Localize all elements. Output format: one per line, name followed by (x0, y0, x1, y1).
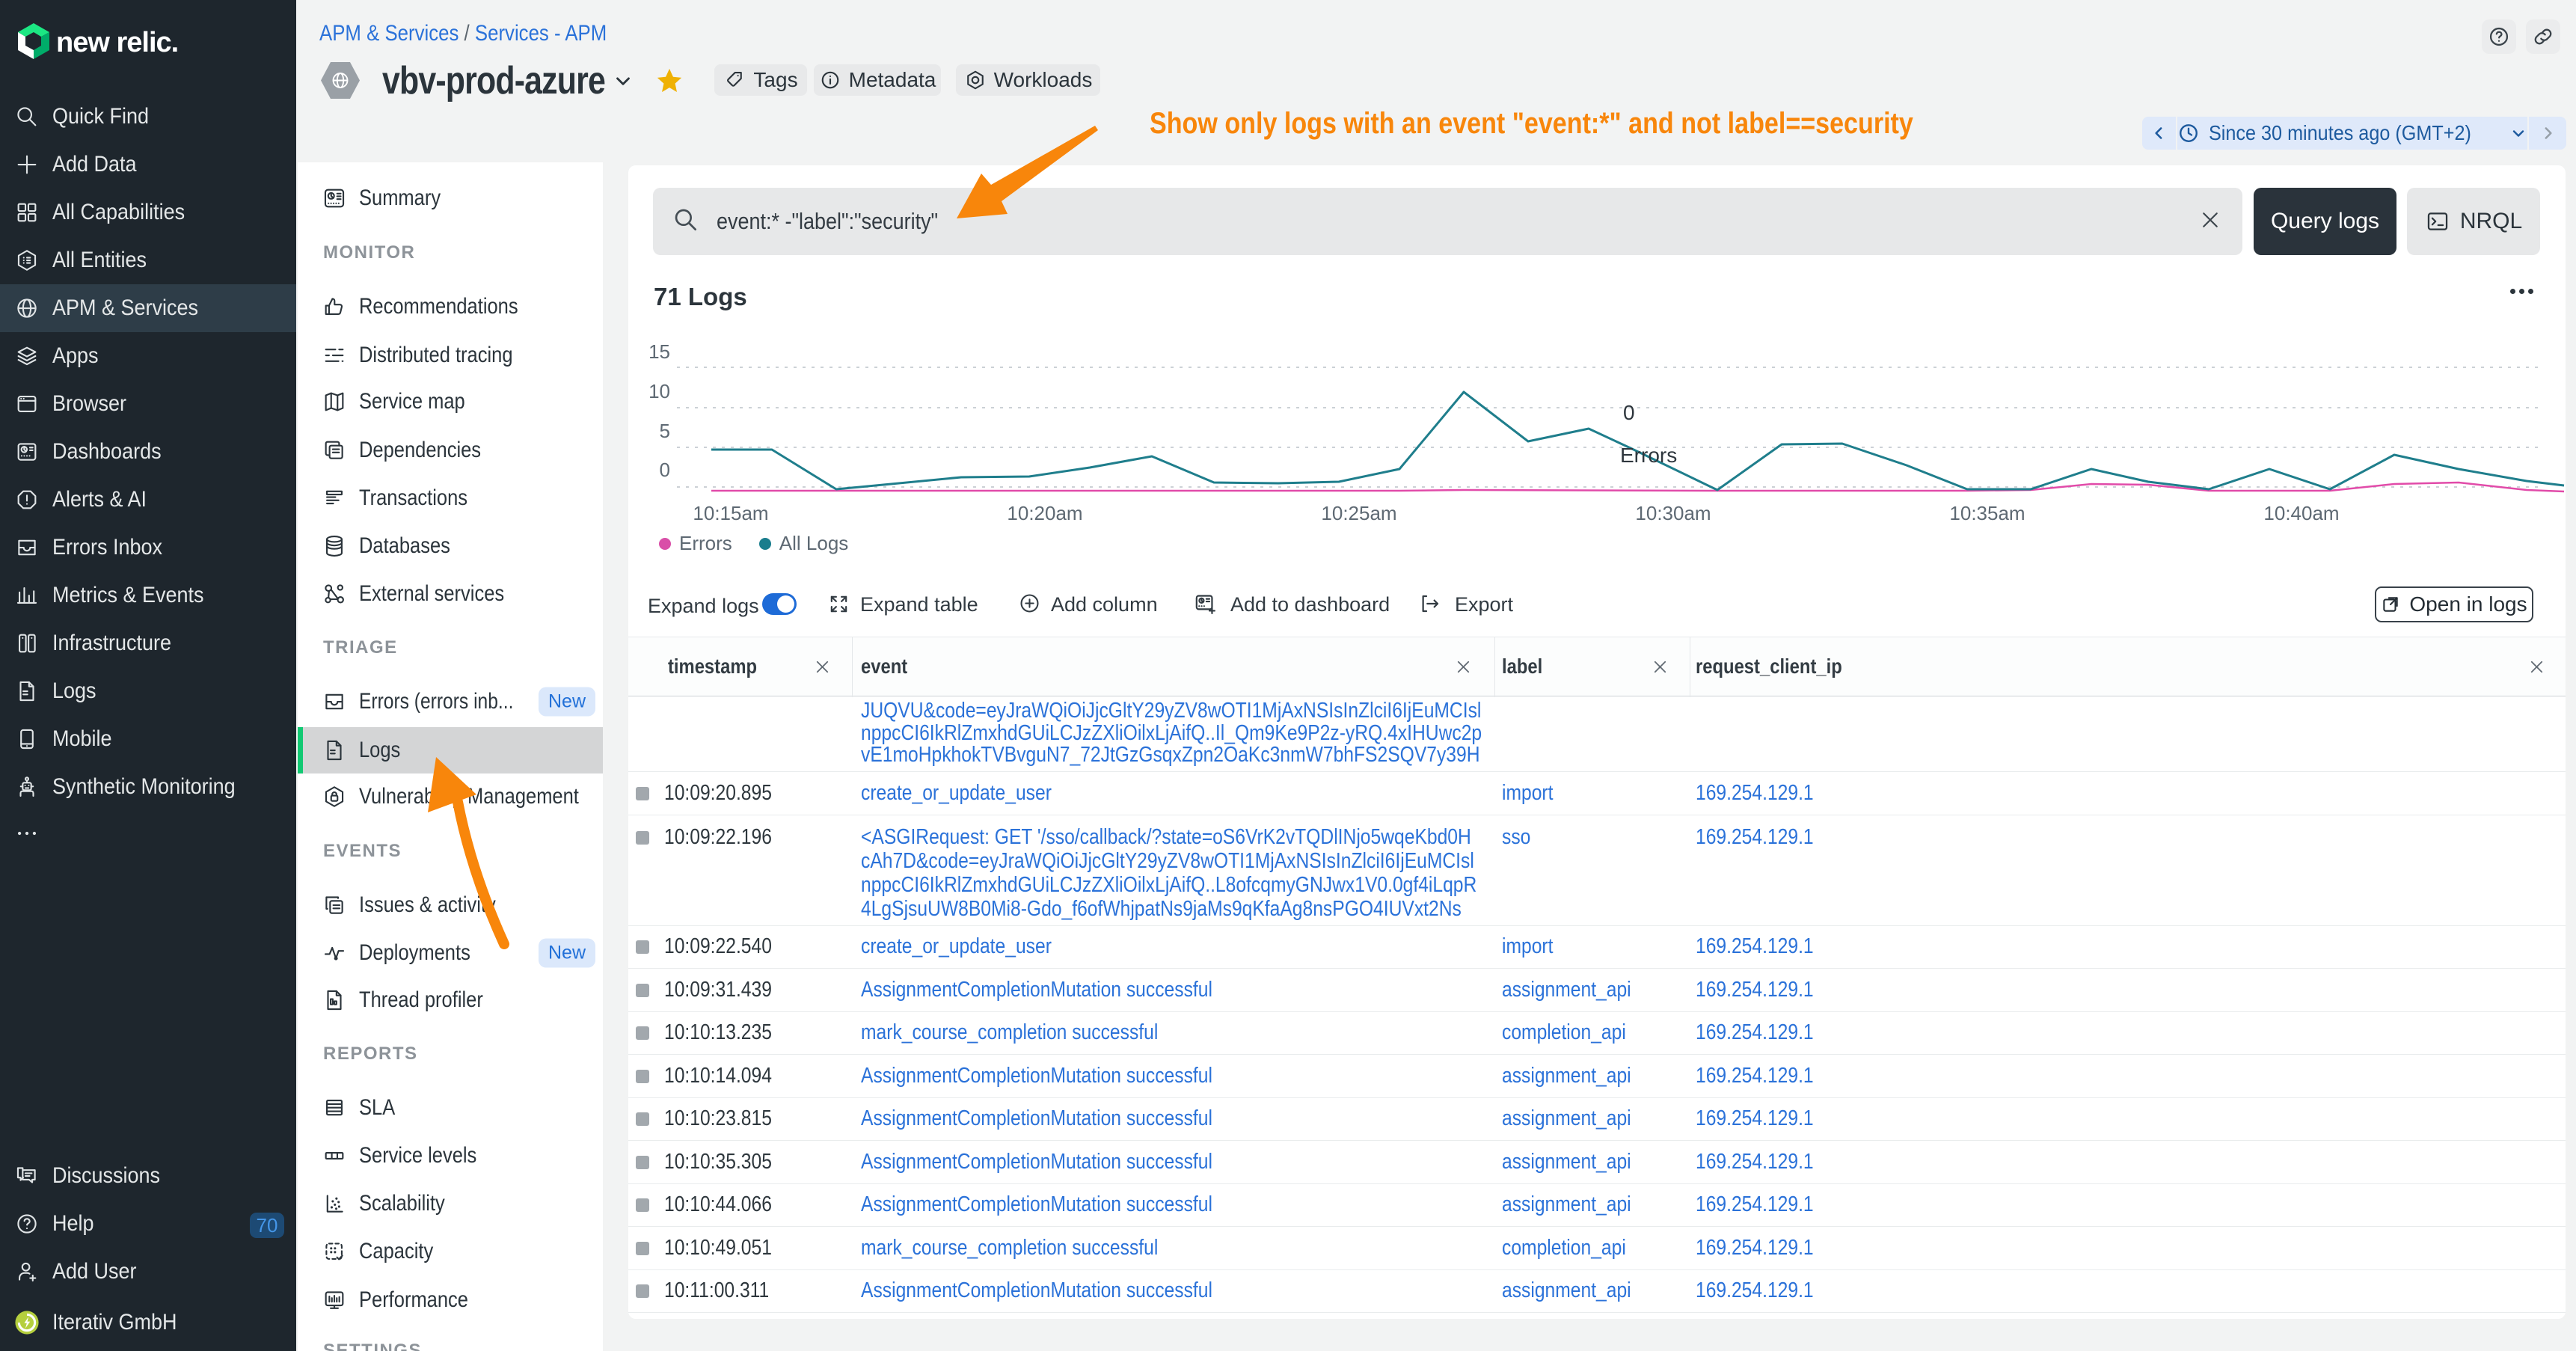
svg-text:new relic.: new relic. (56, 27, 178, 58)
